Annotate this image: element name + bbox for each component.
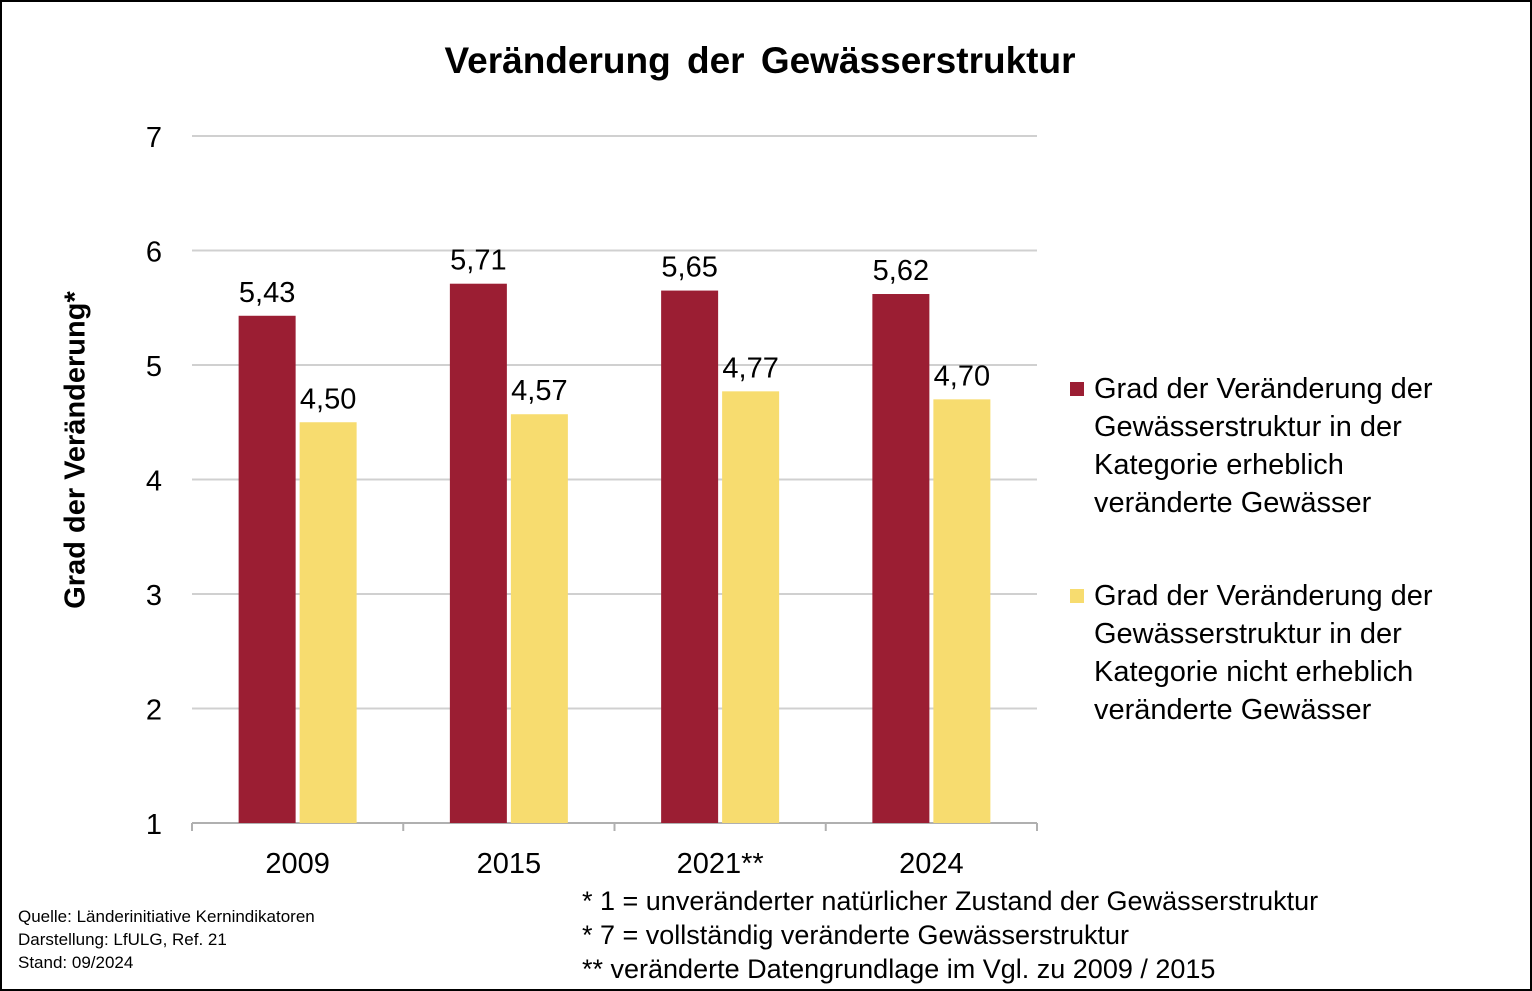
legend-text-line: Kategorie nicht erheblich <box>1094 656 1414 688</box>
legend: Grad der Veränderung der Gewässerstruktu… <box>1070 370 1520 729</box>
legend-text-line: veränderte Gewässer <box>1094 694 1372 726</box>
data-label: 5,71 <box>450 245 506 277</box>
chart-title: Veränderung der Gewässerstruktur <box>444 40 1076 81</box>
x-tick-label: 2015 <box>477 848 542 880</box>
y-tick-label: 2 <box>146 695 162 727</box>
bar-erheblich <box>661 290 719 823</box>
footnote-line: * 1 = unveränderter natürlicher Zustand … <box>582 886 1319 916</box>
bar-nicht-erheblich <box>933 399 991 823</box>
bar-nicht-erheblich <box>510 414 568 823</box>
data-label: 4,77 <box>722 352 778 384</box>
data-label: 4,50 <box>300 383 356 415</box>
data-label: 5,65 <box>661 252 717 284</box>
bar-erheblich <box>872 294 930 823</box>
source-line: Darstellung: LfULG, Ref. 21 <box>18 930 227 949</box>
source-line: Stand: 09/2024 <box>18 953 134 972</box>
data-label: 4,57 <box>511 375 567 407</box>
bar-nicht-erheblich <box>722 391 780 823</box>
y-tick-label: 4 <box>146 466 162 498</box>
legend-swatch-erheblich <box>1070 382 1084 396</box>
legend-text-line: veränderte Gewässer <box>1094 487 1372 519</box>
source-info: Quelle: Länderinitiative Kernindikatoren… <box>18 905 315 974</box>
x-tick-label: 2024 <box>899 848 964 880</box>
legend-text-line: Grad der Veränderung der <box>1094 373 1433 405</box>
x-tick-label: 2009 <box>265 848 330 880</box>
y-tick-label: 6 <box>146 237 162 269</box>
legend-item-erheblich: Grad der Veränderung der Gewässerstruktu… <box>1070 370 1520 522</box>
bar-erheblich <box>238 315 296 823</box>
bar-erheblich <box>449 283 507 824</box>
data-label: 5,62 <box>873 255 929 287</box>
legend-text-line: Gewässerstruktur in der <box>1094 618 1402 650</box>
y-tick-label: 7 <box>146 122 162 154</box>
y-tick-label: 3 <box>146 580 162 612</box>
y-tick-label: 1 <box>146 809 162 841</box>
legend-swatch-nicht-erheblich <box>1070 589 1084 603</box>
y-axis-title: Grad der Veränderung* <box>59 291 92 609</box>
legend-item-nicht-erheblich: Grad der Veränderung der Gewässerstruktu… <box>1070 577 1520 729</box>
y-tick-label: 5 <box>146 351 162 383</box>
bar-nicht-erheblich <box>299 422 357 823</box>
source-line: Quelle: Länderinitiative Kernindikatoren <box>18 907 315 926</box>
footnote-line: ** veränderte Datengrundlage im Vgl. zu … <box>582 954 1216 984</box>
data-label: 5,43 <box>239 277 295 309</box>
legend-text-line: Gewässerstruktur in der <box>1094 411 1402 443</box>
legend-text-line: Kategorie erheblich <box>1094 449 1344 481</box>
legend-text-line: Grad der Veränderung der <box>1094 580 1433 612</box>
x-tick-label: 2021** <box>677 848 764 880</box>
data-label: 4,70 <box>934 360 990 392</box>
footnotes: * 1 = unveränderter natürlicher Zustand … <box>582 884 1318 986</box>
footnote-line: * 7 = vollständig veränderte Gewässerstr… <box>582 920 1130 950</box>
